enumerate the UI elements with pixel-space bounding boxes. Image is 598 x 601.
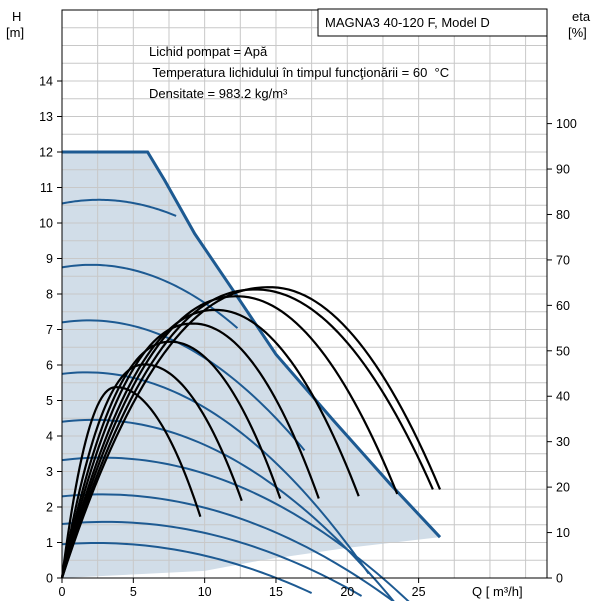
head-curve-1 (61, 198, 177, 217)
head-curve-6 (61, 456, 410, 601)
eta-tick-label: 20 (556, 481, 570, 495)
head-curve-3 (61, 319, 306, 451)
right-axis-label-unit: [%] (568, 25, 587, 40)
head-curve-8 (61, 520, 363, 597)
title-box (317, 8, 548, 37)
head-curve-4 (61, 371, 370, 575)
y-tick-label: 13 (39, 110, 53, 124)
eta-tick-label: 100 (556, 117, 577, 131)
x-axis-label: Q [ m³/h] (472, 584, 523, 599)
x-tick-label: 0 (59, 585, 66, 599)
x-tick-label: 15 (269, 585, 283, 599)
y-tick-label: 6 (46, 359, 53, 373)
right-axis-label-symbol: eta (572, 9, 591, 24)
eta-tick-label: 60 (556, 299, 570, 313)
efficiency-curve-3 (60, 340, 282, 579)
head-curve-9 (61, 541, 313, 594)
x-tick-label: 5 (130, 585, 137, 599)
efficiency-curve-2 (60, 363, 243, 579)
efficiency-curve-5 (60, 308, 360, 579)
bottom-axis-ticks: 0 5 10 15 20 25 (59, 578, 426, 599)
annotation-density: Densitate = 983.2 kg/m³ (149, 86, 288, 101)
eta-tick-label: 0 (556, 572, 563, 586)
y-tick-label: 11 (40, 181, 53, 195)
efficiency-curve-8 (60, 286, 442, 579)
y-tick-label: 12 (39, 146, 53, 160)
left-axis-label-unit: [m] (6, 25, 24, 40)
y-tick-label: 8 (46, 288, 53, 302)
max-head-envelope (62, 150, 442, 539)
head-curve-7 (61, 493, 395, 601)
chart-title: MAGNA3 40-120 F, Model D (325, 15, 490, 30)
y-tick-label: 10 (39, 217, 53, 231)
annotation-temperature: Temperatura lichidului în timpul funcţio… (149, 65, 449, 80)
eta-tick-label: 10 (556, 526, 570, 540)
y-tick-label: 0 (46, 572, 53, 586)
y-tick-label: 14 (39, 75, 53, 89)
x-tick-label: 25 (412, 585, 426, 599)
right-axis-ticks: 0 10 20 30 40 50 60 70 80 90 100 (547, 117, 577, 586)
y-tick-label: 1 (46, 536, 53, 550)
max-envelope (62, 150, 442, 539)
head-curves (61, 198, 410, 601)
y-tick-label: 4 (46, 430, 53, 444)
eta-tick-label: 80 (556, 208, 570, 222)
x-tick-label: 20 (340, 585, 354, 599)
grid (62, 10, 547, 578)
eta-tick-label: 40 (556, 390, 570, 404)
y-tick-label: 2 (46, 501, 53, 515)
y-tick-label: 7 (46, 323, 53, 337)
annotation-fluid: Lichid pompat = Apă (149, 44, 268, 59)
left-axis-label-symbol: H (12, 9, 21, 24)
y-tick-label: 5 (46, 394, 53, 408)
y-tick-label: 9 (46, 252, 53, 266)
x-tick-label: 10 (198, 585, 212, 599)
eta-tick-label: 90 (556, 163, 570, 177)
eta-tick-label: 30 (556, 435, 570, 449)
efficiency-curves (60, 286, 442, 579)
y-tick-label: 3 (46, 465, 53, 479)
head-curve-2 (61, 263, 239, 329)
eta-tick-label: 70 (556, 253, 570, 267)
eta-tick-label: 50 (556, 344, 570, 358)
efficiency-curve-6 (60, 295, 399, 579)
